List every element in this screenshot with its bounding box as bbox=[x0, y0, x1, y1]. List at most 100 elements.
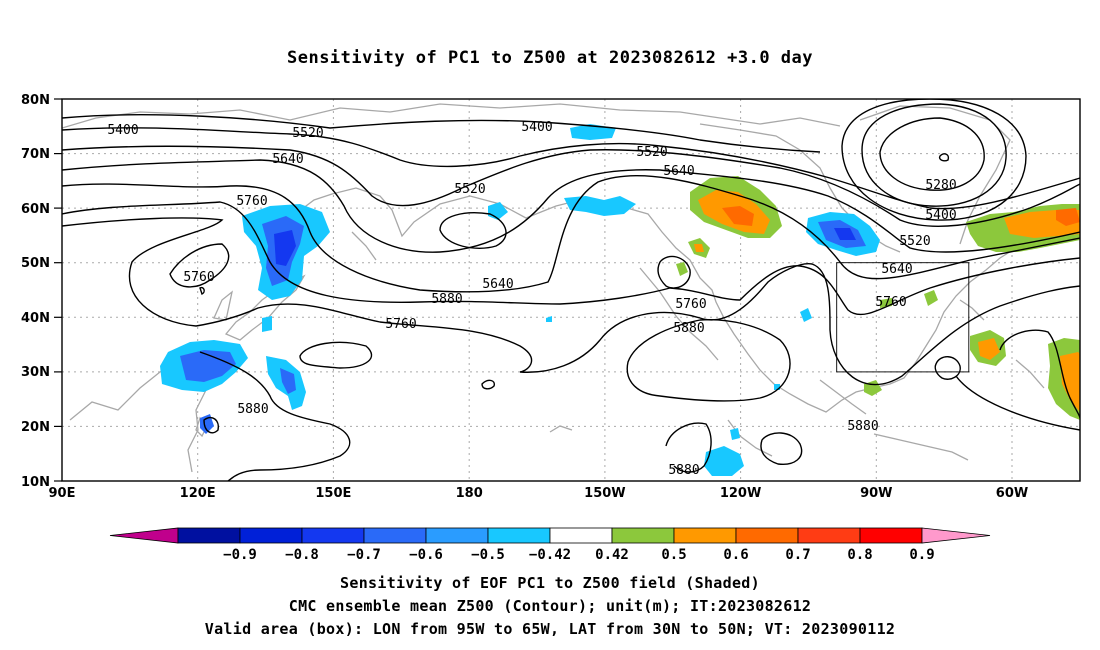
contour-label: 5880 bbox=[237, 402, 268, 417]
caption-shading: Sensitivity of EOF PC1 to Z500 field (Sh… bbox=[340, 574, 760, 592]
contour-label: 5640 bbox=[482, 277, 513, 292]
colorbar-label: −0.42 bbox=[529, 547, 571, 563]
pos-patch-newengland bbox=[924, 290, 938, 306]
colorbar-label: 0.7 bbox=[785, 547, 810, 563]
colorbar-arrow-high bbox=[921, 527, 991, 544]
pos-patch-atlantic-west-orange bbox=[978, 338, 1000, 360]
contour-label: 5760 bbox=[183, 270, 214, 285]
contour-label: 5640 bbox=[663, 164, 694, 179]
neg-patch-bering bbox=[570, 124, 616, 140]
lon-label: 60W bbox=[996, 486, 1028, 501]
lon-label: 120E bbox=[180, 486, 216, 501]
colorbar-label: 0.42 bbox=[595, 547, 629, 563]
lon-label: 150W bbox=[584, 486, 625, 501]
colorbar-swatch bbox=[673, 527, 737, 544]
neg-patch-eastpac-dots bbox=[730, 428, 740, 440]
contour-label: 5520 bbox=[899, 234, 930, 249]
colorbar-label: −0.5 bbox=[471, 547, 505, 563]
contour-label: 5760 bbox=[236, 194, 267, 209]
contour-label: 5520 bbox=[454, 182, 485, 197]
pos-patch-westcanada-core bbox=[722, 206, 754, 226]
map-title: Sensitivity of PC1 to Z500 at 2023082612… bbox=[286, 48, 813, 68]
colorbar-swatch bbox=[549, 527, 613, 544]
contour-label: 5760 bbox=[875, 295, 906, 310]
colorbar-label: −0.8 bbox=[285, 547, 319, 563]
caption-valid-area: Valid area (box): LON from 95W to 65W, L… bbox=[204, 620, 896, 638]
lat-label: 40N bbox=[21, 311, 50, 326]
colorbar-swatch bbox=[735, 527, 799, 544]
lat-label: 50N bbox=[21, 256, 50, 271]
colorbar-label: −0.9 bbox=[223, 547, 257, 563]
neg-patch-hudson-inner bbox=[834, 228, 856, 240]
neg-patch-taiwan bbox=[200, 414, 214, 434]
colorbar-swatch bbox=[239, 527, 303, 544]
lon-axis: 90E 120E 150E 180 150W 120W 90W 60W bbox=[49, 486, 1029, 501]
contour-label: 5400 bbox=[925, 208, 956, 223]
coastlines bbox=[62, 103, 1080, 473]
contour-label: 5400 bbox=[521, 120, 552, 135]
colorbar-label: 0.8 bbox=[847, 547, 872, 563]
neg-patch-pacific-sub-core bbox=[280, 368, 296, 394]
contour-label: 5880 bbox=[673, 321, 704, 336]
pos-patch-atlantic-east-orange bbox=[1060, 352, 1080, 412]
map-frame bbox=[61, 98, 1081, 482]
colorbar-label: −0.6 bbox=[409, 547, 443, 563]
neg-patch-eastpac-sub bbox=[704, 446, 744, 476]
valid-area-box bbox=[836, 262, 970, 373]
colorbar-swatch bbox=[177, 527, 241, 544]
colorbar-label: 0.5 bbox=[661, 547, 686, 563]
z500-contours bbox=[62, 99, 1080, 481]
contour-label: 5640 bbox=[881, 262, 912, 277]
pos-patch-labrador-core bbox=[1056, 208, 1080, 226]
contour-label: 5760 bbox=[385, 317, 416, 332]
lon-label: 180 bbox=[456, 486, 483, 501]
contour-label: 5520 bbox=[636, 145, 667, 160]
contour-label: 5880 bbox=[431, 292, 462, 307]
neg-patch-small-1 bbox=[546, 316, 552, 322]
colorbar-swatch bbox=[487, 527, 551, 544]
lat-label: 30N bbox=[21, 365, 50, 380]
contour-label: 5400 bbox=[107, 123, 138, 138]
lat-label: 70N bbox=[21, 147, 50, 162]
lat-label: 80N bbox=[21, 93, 50, 108]
contour-label: 5280 bbox=[925, 178, 956, 193]
colorbar-swatch bbox=[301, 527, 365, 544]
colorbar-swatch bbox=[611, 527, 675, 544]
neg-patch-gulf-alaska bbox=[564, 196, 636, 216]
lon-label: 90W bbox=[860, 486, 892, 501]
pos-patch-bc-coast-orange bbox=[694, 244, 704, 252]
pos-patch-gulf bbox=[864, 380, 882, 396]
contour-labels: 5400 5520 5400 5640 5520 5760 5520 5640 … bbox=[107, 120, 956, 478]
lat-axis: 80N 70N 60N 50N 40N 30N 20N 10N bbox=[21, 93, 50, 490]
contour-label: 5880 bbox=[668, 463, 699, 478]
neg-patch-japan-north-inner bbox=[274, 230, 296, 266]
colorbar-label: −0.7 bbox=[347, 547, 381, 563]
lat-ticks bbox=[54, 98, 62, 482]
lat-label: 10N bbox=[21, 475, 50, 490]
lon-label: 90E bbox=[49, 486, 76, 501]
neg-patch-central-us bbox=[800, 308, 812, 322]
caption-contour: CMC ensemble mean Z500 (Contour); unit(m… bbox=[288, 597, 812, 615]
colorbar-label: 0.9 bbox=[909, 547, 934, 563]
colorbar-swatch bbox=[797, 527, 861, 544]
colorbar-swatch bbox=[859, 527, 923, 544]
neg-patch-korea bbox=[262, 316, 272, 332]
gridlines bbox=[62, 99, 1080, 481]
lon-label: 120W bbox=[720, 486, 761, 501]
lat-label: 20N bbox=[21, 420, 50, 435]
lon-label: 150E bbox=[315, 486, 351, 501]
colorbar-arrow-low bbox=[109, 527, 179, 544]
contour-label: 5640 bbox=[272, 152, 303, 167]
colorbar: −0.9 −0.8 −0.7 −0.6 −0.5 −0.42 0.42 0.5 0.6 0.7 0.… bbox=[109, 527, 991, 563]
lat-label: 60N bbox=[21, 202, 50, 217]
neg-patch-china-east-core bbox=[180, 350, 236, 382]
contour-label: 5760 bbox=[675, 297, 706, 312]
colorbar-label: 0.6 bbox=[723, 547, 748, 563]
pos-patch-pnw bbox=[676, 262, 688, 276]
contour-label: 5880 bbox=[847, 419, 878, 434]
colorbar-swatch bbox=[363, 527, 427, 544]
neg-patch-aleutian bbox=[488, 202, 508, 220]
contour-label: 5520 bbox=[292, 126, 323, 141]
colorbar-swatch bbox=[425, 527, 489, 544]
